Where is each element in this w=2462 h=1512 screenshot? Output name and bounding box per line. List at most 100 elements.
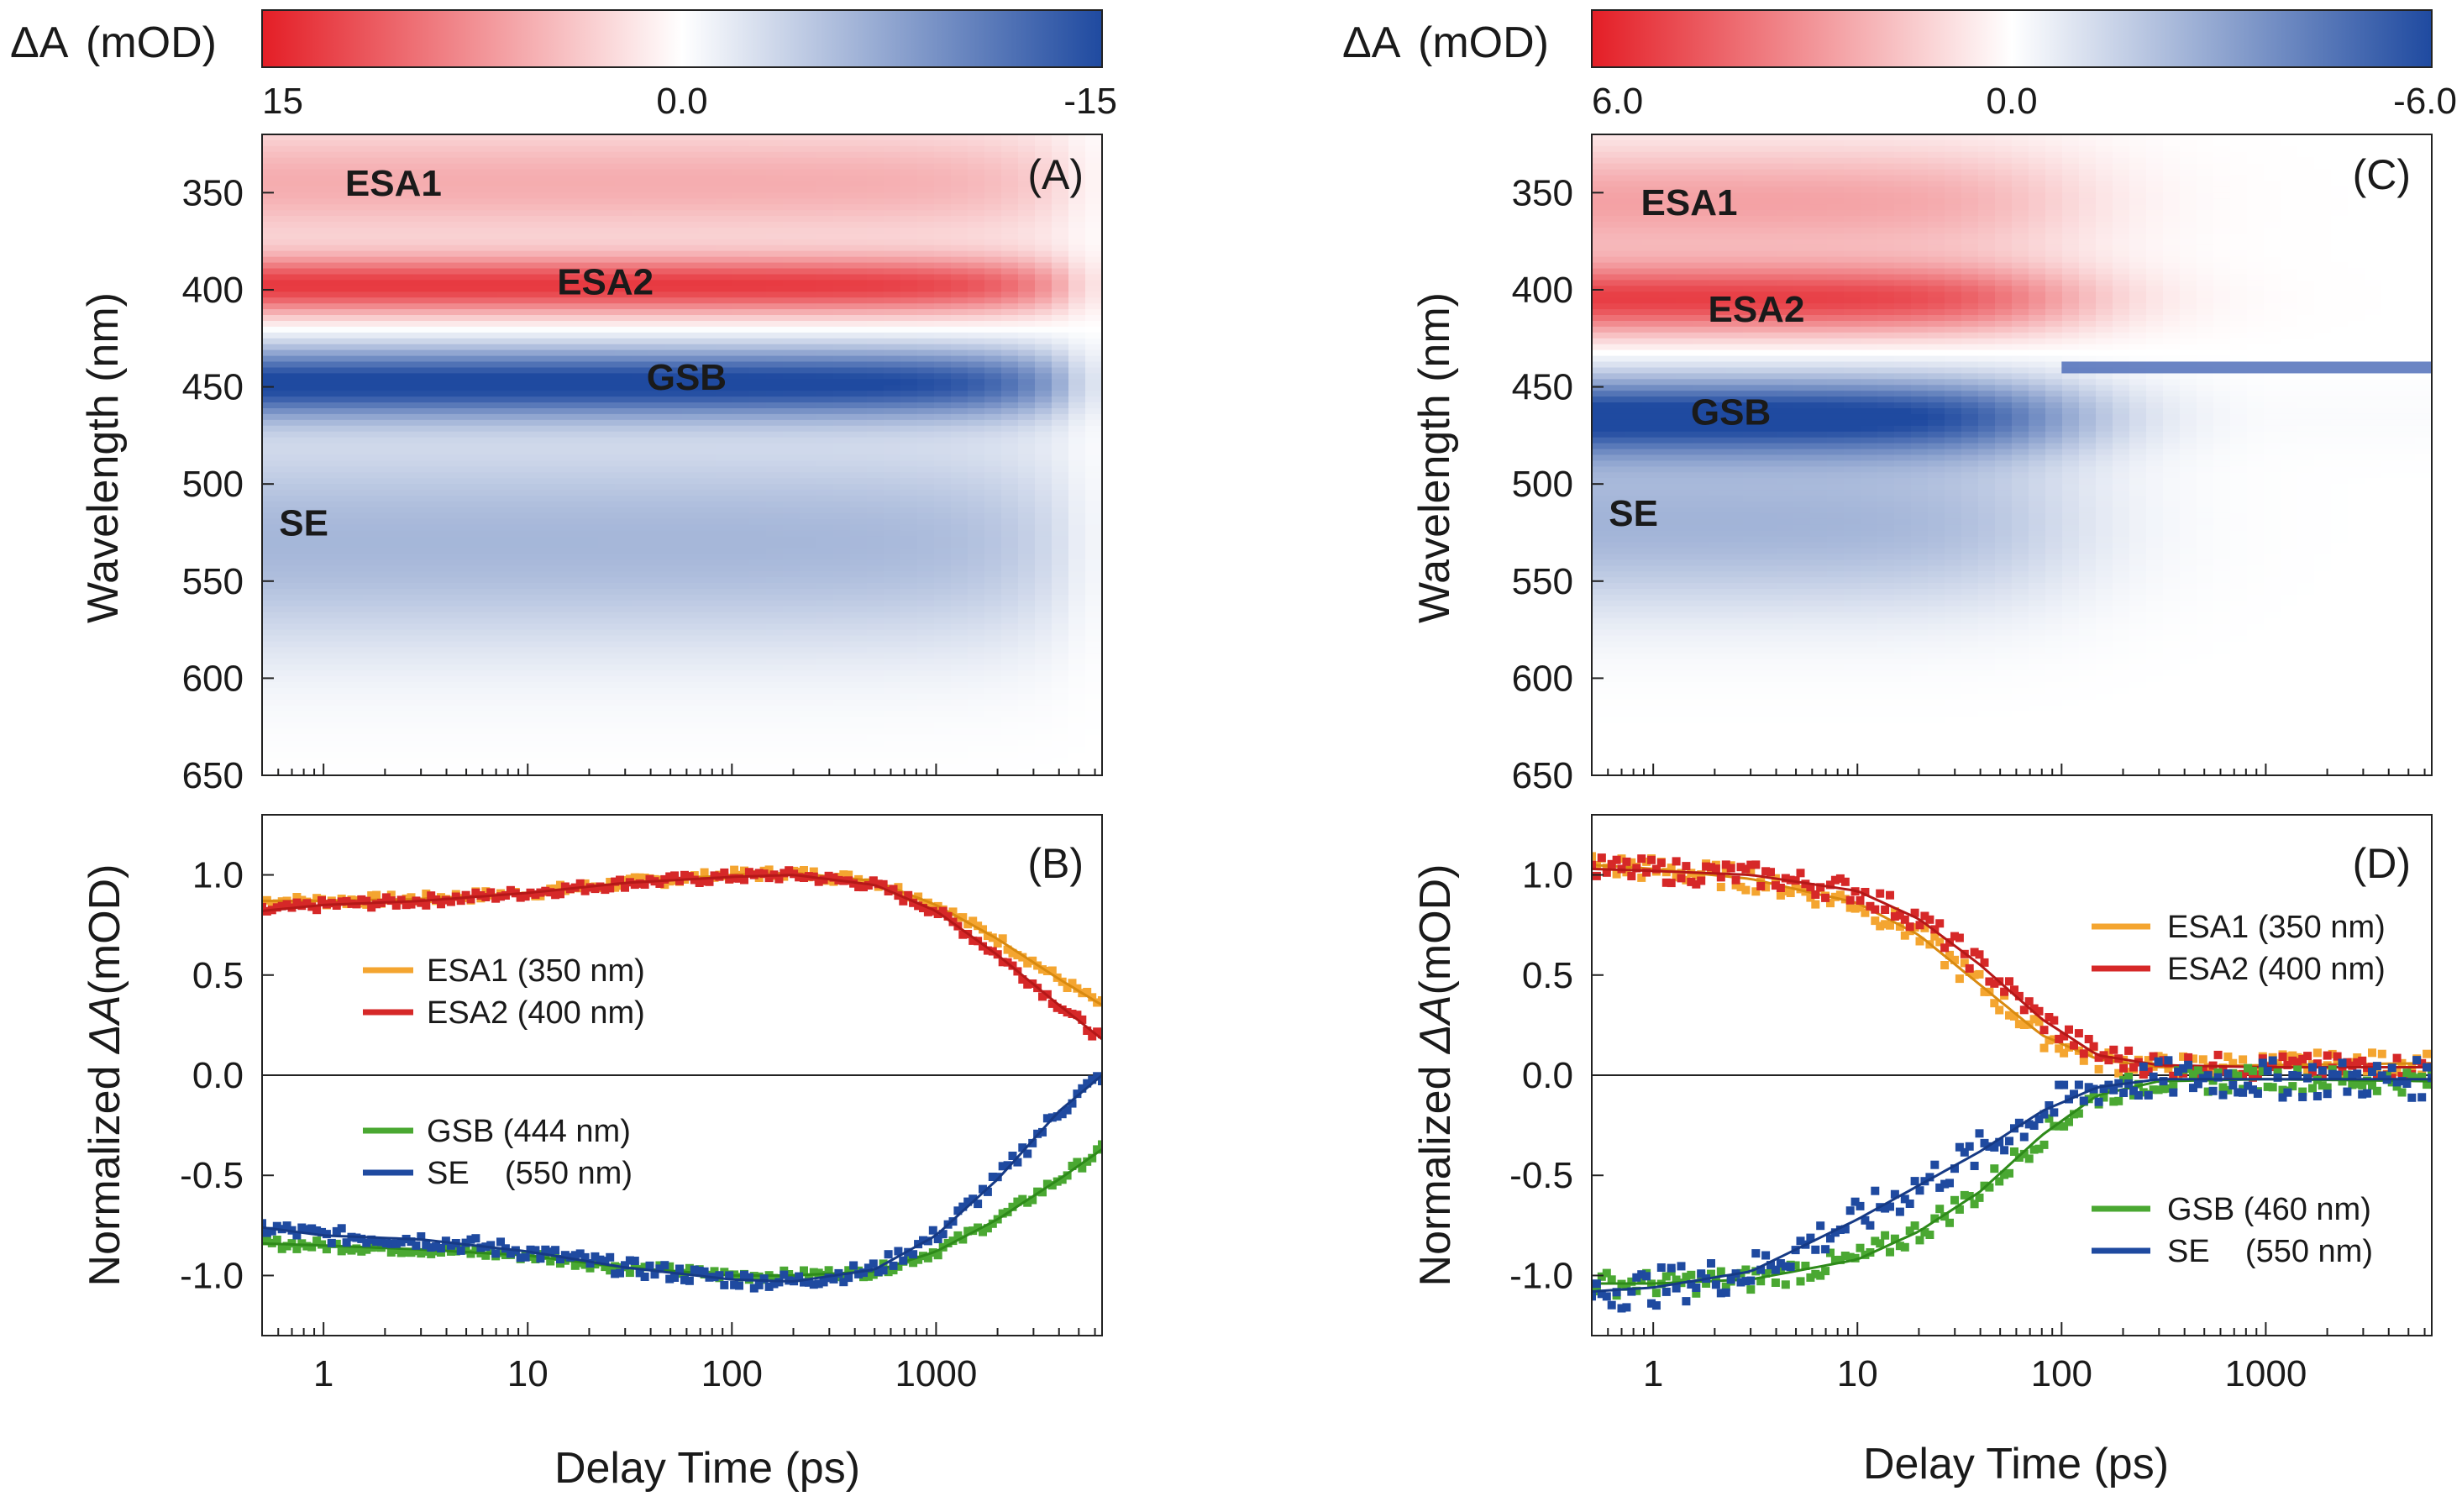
heatmap-cell [329, 507, 347, 514]
heatmap-cell [564, 518, 582, 526]
heatmap-cell [464, 705, 481, 712]
heatmap-cell [699, 250, 717, 258]
heatmap-cell [984, 524, 1002, 532]
heatmap-cell [682, 460, 700, 468]
heatmap-cell [296, 286, 313, 293]
heatmap-cell [900, 728, 918, 736]
heatmap-cell [682, 222, 700, 228]
heatmap-cell [934, 512, 952, 520]
heatmap-cell [346, 507, 364, 514]
heatmap-cell [564, 321, 582, 328]
heatmap-cell [632, 151, 649, 159]
heatmap-cell [262, 647, 280, 654]
heatmap-cell [833, 431, 851, 438]
heatmap-cell [548, 472, 565, 480]
heatmap-cell [497, 484, 515, 491]
heatmap-cell [850, 647, 868, 654]
heatmap-cell [413, 344, 431, 351]
heatmap-cell [497, 536, 515, 543]
heatmap-cell [413, 402, 431, 409]
heatmap-cell [262, 659, 280, 666]
heatmap-cell [766, 565, 784, 573]
heatmap-cell [665, 396, 683, 403]
heatmap-cell [968, 554, 985, 561]
heatmap-cell [900, 565, 918, 573]
heatmap-cell [480, 565, 498, 573]
heatmap-cell [581, 431, 599, 438]
heatmap-cell [850, 612, 868, 619]
heatmap-cell [312, 408, 330, 415]
heatmap-cell [480, 309, 498, 316]
heatmap-cell [615, 163, 633, 171]
heatmap-cell [816, 157, 834, 165]
heatmap-cell [296, 460, 313, 468]
heatmap-cell [262, 181, 280, 188]
heatmap-cell [262, 769, 280, 775]
heatmap-cell [615, 233, 633, 240]
heatmap-cell [329, 437, 347, 444]
heatmap-cell [648, 228, 666, 234]
heatmap-cell [766, 629, 784, 637]
heatmap-cell [665, 262, 683, 270]
heatmap-cell [900, 466, 918, 474]
heatmap-cell [329, 752, 347, 759]
heatmap-cell [783, 688, 801, 695]
heatmap-cell [514, 396, 532, 403]
heatmap-cell [279, 244, 297, 252]
heatmap-cell [917, 711, 935, 718]
heatmap-cell [329, 583, 347, 590]
heatmap-cell [514, 169, 532, 176]
heatmap-cell [380, 699, 397, 706]
heatmap-cell [380, 583, 397, 590]
heatmap-cell [296, 437, 313, 444]
heatmap-cell [430, 518, 448, 526]
heatmap-cell [447, 606, 465, 613]
heatmap-cell [884, 676, 901, 683]
heatmap-cell [514, 512, 532, 520]
heatmap-cell [1001, 361, 1019, 369]
heatmap-cell [615, 530, 633, 538]
heatmap-cell [279, 408, 297, 415]
heatmap-cell [531, 484, 549, 491]
heatmap-cell [531, 454, 549, 462]
heatmap-cell [598, 653, 616, 660]
heatmap-cell [917, 565, 935, 573]
heatmap-cell [816, 163, 834, 171]
heatmap-cell [1001, 612, 1019, 619]
heatmap-cell [783, 408, 801, 415]
heatmap-cell [396, 175, 414, 182]
heatmap-cell [296, 484, 313, 491]
heatmap-cell [262, 192, 280, 200]
heatmap-cell [682, 385, 700, 392]
heatmap-cell [531, 693, 549, 701]
heatmap-cell [329, 262, 347, 270]
heatmap-cell [564, 559, 582, 567]
heatmap-cell [968, 688, 985, 695]
heatmap-cell [262, 169, 280, 176]
heatmap-cell [833, 664, 851, 672]
heatmap-cell [783, 699, 801, 706]
heatmap-cell [497, 577, 515, 585]
heatmap-cell [800, 617, 817, 625]
heatmap-cell [850, 309, 868, 316]
heatmap-cell [917, 297, 935, 305]
heatmap-cell [984, 752, 1002, 759]
heatmap-cell [699, 629, 717, 637]
heatmap-cell [850, 250, 868, 258]
heatmap-cell [783, 204, 801, 212]
heatmap-cell [464, 151, 481, 159]
heatmap-cell [800, 758, 817, 765]
heatmap-cell [497, 244, 515, 252]
heatmap-cell [716, 315, 733, 322]
heatmap-cell [699, 361, 717, 369]
heatmap-cell [1018, 244, 1036, 252]
heatmap-cell [514, 315, 532, 322]
heatmap-cell [1001, 530, 1019, 538]
heatmap-cell [413, 198, 431, 206]
heatmap-cell [984, 559, 1002, 567]
heatmap-cell [648, 268, 666, 276]
heatmap-cell [934, 536, 952, 543]
heatmap-cell [296, 688, 313, 695]
heatmap-cell [296, 478, 313, 486]
heatmap-cell [615, 321, 633, 328]
